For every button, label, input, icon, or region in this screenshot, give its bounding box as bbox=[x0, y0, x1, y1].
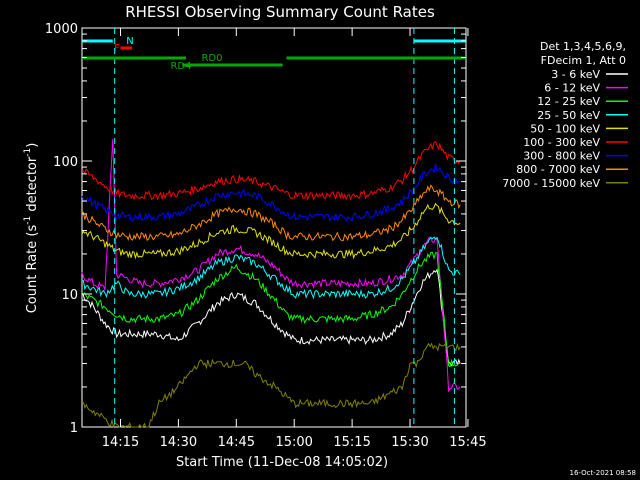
legend: Det 1,3,4,5,6,9, FDecim 1, Att 0 3 - 6 k… bbox=[502, 40, 628, 190]
chart-title: RHESSI Observing Summary Count Rates bbox=[125, 3, 435, 21]
series-line-8 bbox=[81, 342, 461, 429]
legend-label-8: 7000 - 15000 keV bbox=[502, 177, 600, 190]
bar-label-f: F bbox=[114, 43, 120, 54]
x-tick-label-4: 15:15 bbox=[333, 435, 370, 450]
y-tick-label-2: 100 bbox=[53, 155, 78, 170]
x-tick-label-2: 14:45 bbox=[218, 435, 255, 450]
series-line-1 bbox=[81, 138, 461, 393]
x-tick-label-0: 14:15 bbox=[102, 435, 139, 450]
x-tick-label-5: 15:30 bbox=[391, 435, 428, 450]
legend-label-3: 25 - 50 keV bbox=[537, 109, 600, 122]
bar-label-rd4: RD4 bbox=[170, 61, 191, 72]
timestamp: 16-Oct-2021 08:58 bbox=[570, 469, 636, 477]
series-line-5 bbox=[81, 140, 461, 201]
bar-layer: NF RD0 RD4 bbox=[82, 36, 466, 72]
legend-label-5: 100 - 300 keV bbox=[523, 136, 600, 149]
x-tick-label-1: 14:30 bbox=[160, 435, 197, 450]
y-tick-label-1: 10 bbox=[61, 288, 78, 303]
legend-header-line-2: FDecim 1, Att 0 bbox=[541, 54, 626, 67]
series-line-4 bbox=[81, 202, 461, 260]
series-line-6 bbox=[81, 163, 461, 223]
legend-label-1: 6 - 12 keV bbox=[544, 82, 600, 95]
x-axis-label: Start Time (11-Dec-08 14:05:02) bbox=[176, 455, 388, 470]
legend-label-7: 800 - 7000 keV bbox=[516, 163, 600, 176]
legend-header-line-1: Det 1,3,4,5,6,9, bbox=[540, 40, 626, 53]
legend-label-6: 300 - 800 keV bbox=[523, 150, 600, 163]
series-line-7 bbox=[81, 184, 461, 242]
y-tick-label-3: 1000 bbox=[45, 22, 78, 37]
y-tick-label-0: 1 bbox=[70, 421, 78, 436]
y-axis: 1 10 100 1000 bbox=[45, 22, 466, 436]
x-tick-label-6: 15:45 bbox=[449, 435, 486, 450]
y-axis-label: Count Rate (s-1 detector-1) bbox=[23, 143, 40, 314]
vline-layer bbox=[114, 28, 455, 427]
legend-label-2: 12 - 25 keV bbox=[537, 95, 600, 108]
series-line-3 bbox=[81, 236, 461, 300]
bar-label-rd0: RD0 bbox=[201, 53, 222, 64]
legend-label-0: 3 - 6 keV bbox=[551, 68, 600, 81]
plot-frame bbox=[81, 27, 467, 428]
x-tick-label-3: 15:00 bbox=[275, 435, 312, 450]
series-layer bbox=[81, 138, 461, 429]
series-line-0 bbox=[81, 268, 461, 367]
bar-label-n: N bbox=[126, 36, 133, 47]
plot-area: NF RD0 RD4 bbox=[81, 27, 467, 429]
series-line-2 bbox=[81, 251, 461, 368]
legend-label-4: 50 - 100 keV bbox=[530, 122, 600, 135]
x-axis: 14:15 14:30 14:45 15:00 15:15 15:30 15:45 bbox=[102, 28, 487, 450]
